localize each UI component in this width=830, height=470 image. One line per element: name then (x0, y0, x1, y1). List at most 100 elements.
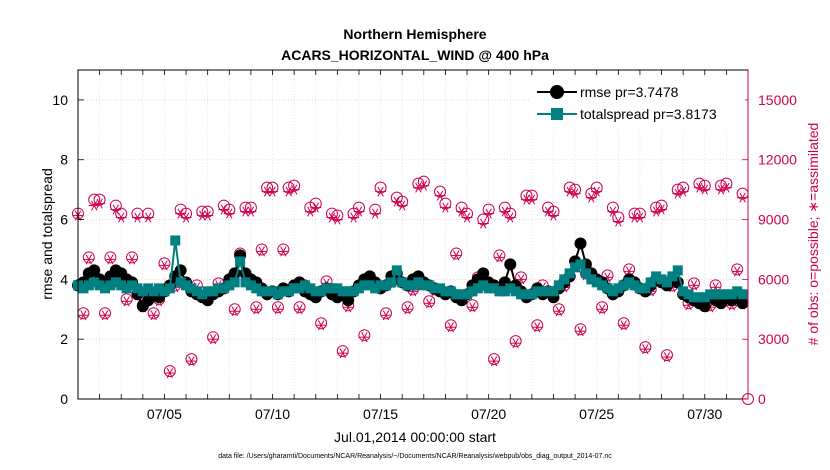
asterisk-stroke (404, 304, 411, 315)
asterisk-stroke (355, 206, 363, 217)
totalspread-point (143, 283, 154, 294)
obs-possible-marker (379, 307, 392, 320)
totalspread-point (656, 274, 667, 285)
obs-possible-marker (650, 201, 663, 214)
totalspread-point (148, 286, 159, 297)
obs-assimilated-marker (412, 182, 424, 193)
totalspread-point (89, 277, 100, 288)
asterisk-stroke (361, 332, 368, 343)
y-axis-label: rmse and totalspread (39, 168, 55, 300)
obs-assimilated-marker (569, 188, 581, 199)
obs-assimilated-marker (88, 200, 100, 211)
asterisk-stroke (593, 186, 600, 197)
obs-possible-marker (412, 177, 425, 190)
obs-assimilated-marker (294, 304, 306, 315)
obs-assimilated-marker (488, 356, 500, 367)
totalspread-point (499, 286, 510, 297)
obs-assimilated-marker (380, 310, 392, 321)
obs-assimilated-marker (434, 190, 446, 201)
obs-assimilated-marker (304, 206, 316, 217)
rmse-point (88, 264, 101, 277)
totalspread-point (278, 286, 289, 297)
y-tick-label-right: 9000 (758, 212, 789, 228)
obs-assimilated-marker (369, 208, 381, 219)
totalspread-point (402, 280, 413, 291)
obs-assimilated-marker (375, 186, 387, 197)
asterisk-stroke (123, 296, 130, 307)
obs-possible-marker (720, 177, 733, 190)
asterisk-stroke (382, 310, 390, 321)
asterisk-stroke (734, 266, 741, 277)
series-layer (72, 235, 749, 313)
obs-assimilated-marker (650, 206, 662, 217)
chart-subtitle: ACARS_HORIZONTAL_WIND @ 400 hPa (281, 47, 549, 63)
obs-possible-marker (261, 181, 274, 194)
obs-possible-marker (552, 303, 565, 316)
asterisk-stroke (534, 322, 541, 333)
obs-assimilated-marker (348, 212, 360, 223)
x-tick-label: 07/20 (471, 406, 506, 422)
asterisk-stroke (512, 338, 519, 349)
asterisk-stroke (588, 192, 595, 203)
asterisk-stroke (442, 202, 449, 213)
x-tick-label: 07/10 (255, 406, 290, 422)
asterisk-stroke (528, 194, 536, 205)
obs-assimilated-marker (288, 184, 300, 195)
asterisk-stroke (166, 368, 174, 379)
totalspread-point (164, 283, 175, 294)
rmse-point (504, 258, 517, 271)
totalspread-point (564, 268, 575, 279)
obs-assimilated-marker (315, 320, 327, 331)
totalspread-point (83, 280, 94, 291)
totalspread-point (283, 286, 294, 297)
obs-possible-marker (606, 201, 619, 214)
totalspread-point (218, 283, 229, 294)
asterisk-stroke (334, 214, 341, 225)
obs-possible-marker (714, 179, 727, 192)
obs-possible-marker (731, 263, 744, 276)
obs-assimilated-marker (634, 212, 646, 223)
obs-possible-marker (315, 317, 328, 330)
obs-assimilated-marker (526, 194, 538, 205)
totalspread-point (321, 283, 332, 294)
asterisk-stroke (723, 182, 730, 193)
obs-possible-marker (244, 201, 257, 214)
obs-possible-marker (77, 307, 90, 320)
obs-assimilated-marker (575, 326, 586, 337)
totalspread-point (516, 289, 527, 300)
totalspread-point (110, 277, 121, 288)
asterisk-stroke (253, 304, 260, 315)
obs-possible-marker (493, 249, 506, 262)
totalspread-point (537, 286, 548, 297)
totalspread-point (705, 289, 716, 300)
obs-possible-marker (639, 341, 652, 354)
totalspread-point (483, 283, 494, 294)
asterisk-stroke (496, 252, 503, 263)
asterisk-stroke (118, 212, 125, 223)
totalspread-point (224, 280, 235, 291)
totalspread-point (132, 283, 143, 294)
obs-assimilated-marker (483, 208, 495, 219)
asterisk-stroke (620, 320, 627, 331)
obs-possible-marker (93, 193, 106, 206)
asterisk-stroke (339, 348, 346, 359)
totalspread-point (559, 274, 570, 285)
totalspread-point (326, 283, 337, 294)
totalspread-point (240, 277, 251, 288)
y-tick-label-right: 12000 (758, 152, 797, 168)
totalspread-point (94, 280, 105, 291)
obs-assimilated-marker (677, 186, 689, 197)
obs-possible-marker (369, 203, 382, 216)
asterisk-stroke (312, 202, 319, 213)
totalspread-point (570, 262, 581, 273)
totalspread-point (667, 271, 678, 282)
obs-possible-marker (596, 301, 609, 314)
totalspread-point (251, 283, 262, 294)
totalspread-point (651, 271, 662, 282)
totalspread-point (645, 277, 656, 288)
totalspread-point (413, 277, 424, 288)
y-axis-label-right: # of obs: o=possible; ∗=assimilated (805, 123, 821, 346)
obs-assimilated-marker (450, 250, 462, 261)
obs-possible-marker (417, 175, 430, 188)
